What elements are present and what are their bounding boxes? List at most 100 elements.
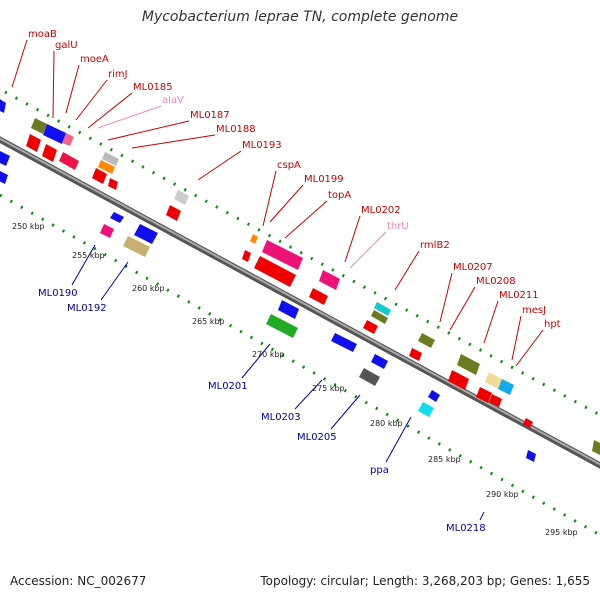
gene-block[interactable]	[371, 354, 388, 369]
gene-block[interactable]	[592, 440, 600, 455]
inner-tick-ring	[0, 193, 600, 537]
leader-line	[439, 272, 453, 323]
kbp-label: 250 kbp	[12, 222, 45, 231]
gene-label-ml0207[interactable]: ML0207	[453, 262, 493, 273]
gene-block[interactable]	[371, 310, 388, 324]
gene-block[interactable]	[0, 170, 8, 184]
gene-block[interactable]	[266, 314, 298, 338]
gene-label-alav[interactable]: alaV	[162, 95, 184, 106]
gene-block[interactable]	[319, 270, 340, 290]
gene-label-ml0187[interactable]: ML0187	[190, 110, 230, 121]
leader-line	[294, 379, 323, 410]
gene-block[interactable]	[31, 118, 47, 134]
gene-block[interactable]	[0, 98, 6, 113]
gene-block[interactable]	[43, 124, 66, 144]
gene-label-mesj[interactable]: mesJ	[522, 305, 546, 316]
leader-line	[100, 261, 129, 301]
gene-block[interactable]	[523, 418, 533, 428]
gene-label-ml0193[interactable]: ML0193	[242, 140, 282, 151]
gene-block[interactable]	[457, 354, 480, 375]
leader-line	[330, 394, 361, 430]
gene-block[interactable]	[42, 144, 57, 162]
leader-line	[75, 79, 108, 121]
kbp-label: 255 kbp	[72, 251, 105, 260]
kbp-label: 290 kbp	[486, 490, 519, 499]
accession-text: Accession: NC_002677	[10, 574, 147, 588]
leader-line	[131, 134, 216, 149]
gene-label-ml0208[interactable]: ML0208	[476, 276, 516, 287]
gene-label-ml0185[interactable]: ML0185	[133, 82, 173, 93]
gene-label-moea[interactable]: moeA	[80, 54, 109, 65]
outer-tick-ring	[4, 90, 600, 417]
gene-label-rimj[interactable]: rimJ	[108, 69, 128, 80]
gene-label-hpt[interactable]: hpt	[544, 319, 561, 330]
gene-block[interactable]	[26, 134, 41, 152]
label-leader-lines	[11, 39, 544, 521]
gene-block[interactable]	[98, 160, 115, 174]
gene-block[interactable]	[0, 150, 10, 166]
gene-block[interactable]	[363, 320, 378, 334]
gene-block[interactable]	[485, 372, 504, 390]
gene-label-ml0190[interactable]: ML0190	[38, 288, 78, 299]
gene-block[interactable]	[174, 190, 189, 205]
gene-label-topa[interactable]: topA	[328, 190, 351, 201]
gene-block[interactable]	[374, 302, 391, 316]
gene-block[interactable]	[134, 224, 158, 244]
gene-label-ml0188[interactable]: ML0188	[216, 124, 256, 135]
gene-label-galu[interactable]: galU	[55, 40, 78, 51]
gene-label-ml0199[interactable]: ML0199	[304, 174, 344, 185]
kbp-label: 285 kbp	[428, 455, 461, 464]
gene-block[interactable]	[428, 390, 440, 402]
gene-block[interactable]	[166, 205, 181, 221]
gene-block[interactable]	[262, 240, 303, 270]
gene-block[interactable]	[62, 133, 74, 146]
kbp-label: 295 kbp	[545, 528, 578, 537]
gene-block[interactable]	[448, 370, 469, 390]
leader-line	[52, 50, 55, 119]
gene-block[interactable]	[59, 152, 79, 170]
gene-label-ml0211[interactable]: ML0211	[499, 290, 539, 301]
gene-block[interactable]	[418, 402, 434, 417]
gene-label-ml0201[interactable]: ML0201	[208, 381, 248, 392]
gene-block[interactable]	[110, 212, 124, 223]
gene-label-cspa[interactable]: cspA	[277, 160, 301, 171]
gene-block[interactable]	[242, 250, 251, 262]
kbp-label: 280 kbp	[370, 419, 403, 428]
leader-line	[344, 215, 361, 263]
gene-block[interactable]	[108, 178, 118, 190]
gene-block[interactable]	[476, 387, 492, 403]
gene-block[interactable]	[489, 394, 502, 407]
gene-block[interactable]	[254, 256, 296, 287]
leader-line	[385, 416, 412, 463]
gene-label-ml0218[interactable]: ML0218	[446, 523, 486, 534]
leader-line	[449, 286, 476, 331]
gene-label-moab[interactable]: moaB	[28, 29, 57, 40]
gene-block[interactable]	[309, 288, 328, 305]
gene-block[interactable]	[123, 236, 150, 257]
gene-block[interactable]	[498, 379, 514, 395]
gene-features	[0, 98, 600, 462]
gene-label-ppa[interactable]: ppa	[370, 465, 389, 476]
gene-label-ml0203[interactable]: ML0203	[261, 412, 301, 423]
gene-label-ml0202[interactable]: ML0202	[361, 205, 401, 216]
gene-label-ml0192[interactable]: ML0192	[67, 303, 107, 314]
gene-block[interactable]	[100, 224, 114, 238]
kbp-label: 260 kbp	[132, 284, 165, 293]
gene-label-thru[interactable]: thrU	[387, 221, 409, 232]
gene-block[interactable]	[409, 348, 422, 361]
gene-block[interactable]	[359, 368, 380, 386]
gene-block[interactable]	[250, 234, 258, 244]
gene-label-ml0205[interactable]: ML0205	[297, 432, 337, 443]
genome-backbone-highlight	[0, 137, 600, 466]
gene-block[interactable]	[102, 152, 119, 166]
gene-block[interactable]	[331, 333, 357, 352]
gene-block[interactable]	[526, 450, 536, 462]
gene-block[interactable]	[418, 333, 435, 348]
leader-line	[515, 329, 544, 367]
gene-block[interactable]	[278, 300, 299, 319]
gene-label-rmlb2[interactable]: rmlB2	[420, 240, 450, 251]
gene-block[interactable]	[92, 168, 107, 184]
leader-line	[262, 170, 277, 227]
leader-line	[97, 105, 162, 129]
